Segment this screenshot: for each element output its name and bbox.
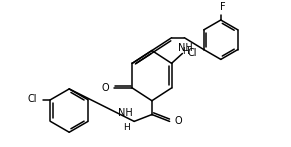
Text: F: F [220,2,226,12]
Text: NH: NH [118,108,133,118]
Text: H: H [182,47,189,56]
Text: H: H [123,123,130,132]
Text: NH: NH [178,43,193,53]
Text: Cl: Cl [187,47,197,57]
Text: O: O [102,83,110,93]
Text: O: O [175,116,182,126]
Text: Cl: Cl [27,94,37,104]
